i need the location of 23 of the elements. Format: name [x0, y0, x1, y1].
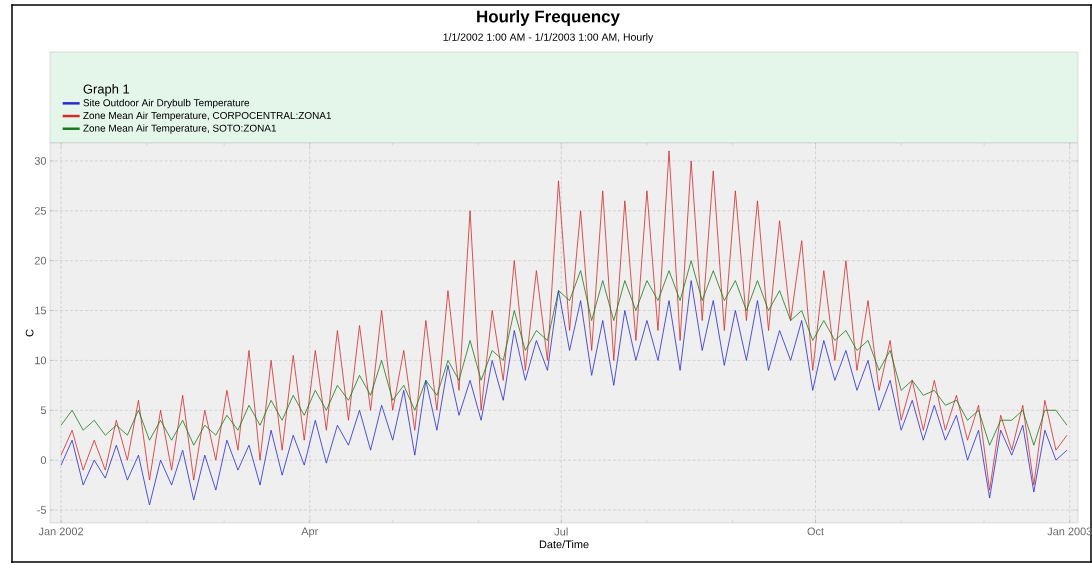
chart-title: Hourly Frequency [477, 10, 620, 26]
x-tick-label: Apr [301, 527, 319, 538]
line-series [60, 280, 1068, 506]
line-series [60, 260, 1068, 446]
y-tick-label: 25 [34, 206, 47, 215]
line-series [60, 150, 1068, 491]
y-tick-label: 0 [40, 456, 47, 465]
y-tick-label: -5 [37, 506, 47, 514]
y-tick-label: 15 [35, 306, 47, 315]
y-tick-label: 10 [35, 356, 47, 365]
x-tick-label: Oct [807, 527, 824, 536]
y-tick-label: 30 [34, 157, 47, 165]
legend-label: Zone Mean Air Temperature, SOTO:ZONA1 [83, 124, 277, 134]
legend-label: Zone Mean Air Temperature, CORPOCENTRAL:ZONA1 [83, 111, 332, 121]
x-tick-label: Jul [554, 527, 568, 536]
x-tick-label: Jan 2002 [38, 527, 84, 536]
legend-label: Site Outdoor Air Drybulb Temperature [83, 98, 250, 109]
chart-subtitle: 1/1/2002 1:00 AM - 1/1/2003 1:00 AM, Hourly [443, 33, 654, 43]
x-axis-title: Date/Time [539, 540, 589, 549]
y-axis-title: C [25, 329, 34, 337]
y-tick-label: 20 [34, 256, 47, 265]
legend-title: Graph 1 [83, 84, 130, 97]
y-tick-label: 5 [40, 406, 47, 415]
